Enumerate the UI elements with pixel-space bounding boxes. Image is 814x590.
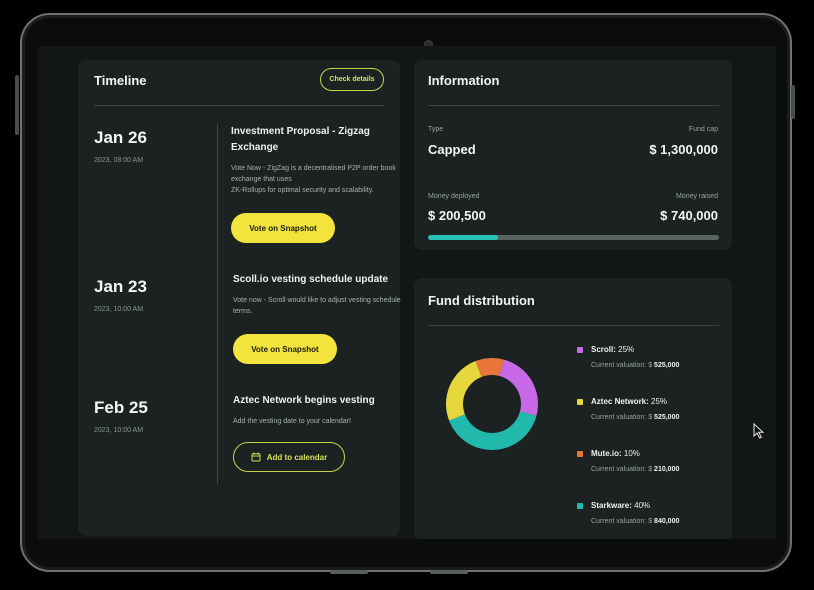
event-time: 2023, 08:00 AM	[94, 157, 144, 164]
timeline-card: Timeline Check details Jan 26 2023, 08:0…	[78, 60, 401, 536]
legend-valuation: Current valuation: $ 840,000	[591, 518, 680, 525]
legend-label: Aztec Network: 25%	[591, 397, 668, 406]
mouse-pointer-icon	[753, 423, 765, 439]
money-raised-value: $ 740,000	[660, 208, 718, 223]
event-time: 2023, 10:00 AM	[94, 427, 144, 434]
event-date: Jan 23	[94, 277, 147, 296]
legend-swatch	[577, 399, 583, 405]
event-time: 2023, 10:00 AM	[94, 306, 144, 313]
money-raised-label: Money raised	[675, 193, 718, 200]
legend-label: Starkware: 40%	[591, 501, 651, 510]
donut-slice	[475, 358, 504, 377]
check-details-button[interactable]: Check details	[320, 68, 384, 91]
legend-label: Scroll: 25%	[591, 345, 635, 354]
vote-on-snapshot-button[interactable]: Vote on Snapshot	[233, 334, 337, 364]
event-title: Investment Proposal - Zigzag Exchange	[231, 126, 370, 153]
timeline-line	[217, 124, 218, 484]
money-deployed-label: Money deployed	[428, 193, 480, 200]
divider	[428, 105, 719, 106]
type-label: Type	[428, 126, 444, 133]
legend-valuation: Current valuation: $ 525,000	[591, 414, 680, 421]
fund-distribution-title: Fund distribution	[428, 293, 535, 308]
event-date: Jan 26	[94, 128, 147, 147]
donut-slice	[446, 361, 482, 421]
device-notch	[430, 570, 468, 574]
legend-label: Mute.io: 10%	[591, 449, 640, 458]
timeline-title: Timeline	[94, 73, 147, 88]
legend-swatch	[577, 451, 583, 457]
device-notch	[330, 570, 368, 574]
event-title: Aztec Network begins vesting	[233, 395, 375, 406]
event-description: Vote now - Scroll would like to adjust v…	[233, 297, 401, 315]
funding-progress-fill	[428, 235, 498, 240]
add-to-calendar-button[interactable]: Add to calendar	[233, 442, 345, 472]
divider	[428, 325, 719, 326]
information-card: Information Type Capped Fund cap $ 1,300…	[414, 60, 732, 250]
event-description: Add the vesting date to your calendar!	[233, 418, 351, 425]
calendar-icon	[251, 452, 261, 462]
donut-chart	[446, 358, 538, 450]
vote-on-snapshot-button[interactable]: Vote on Snapshot	[231, 213, 335, 243]
event-title: Scoll.io vesting schedule update	[233, 274, 389, 285]
fund-cap-value: $ 1,300,000	[649, 142, 718, 157]
legend-valuation: Current valuation: $ 210,000	[591, 466, 680, 473]
add-to-calendar-label: Add to calendar	[266, 452, 328, 462]
fund-distribution-card: Fund distribution Scroll: 25% Current va…	[414, 278, 732, 539]
side-button	[15, 75, 19, 135]
legend-swatch	[577, 347, 583, 353]
event-date: Feb 25	[94, 398, 148, 417]
event-description: Vote Now - ZigZag is a decentralised P2P…	[231, 165, 396, 194]
funding-progress-bar	[428, 235, 719, 240]
side-button	[791, 85, 795, 119]
legend-swatch	[577, 503, 583, 509]
divider	[94, 105, 384, 106]
donut-slice	[449, 411, 537, 450]
app-screen: Timeline Check details Jan 26 2023, 08:0…	[38, 46, 776, 539]
legend-valuation: Current valuation: $ 525,000	[591, 362, 680, 369]
fund-cap-label: Fund cap	[688, 126, 718, 133]
money-deployed-value: $ 200,500	[428, 208, 486, 223]
donut-slice	[499, 359, 538, 416]
information-title: Information	[428, 73, 500, 88]
type-value: Capped	[428, 142, 476, 157]
